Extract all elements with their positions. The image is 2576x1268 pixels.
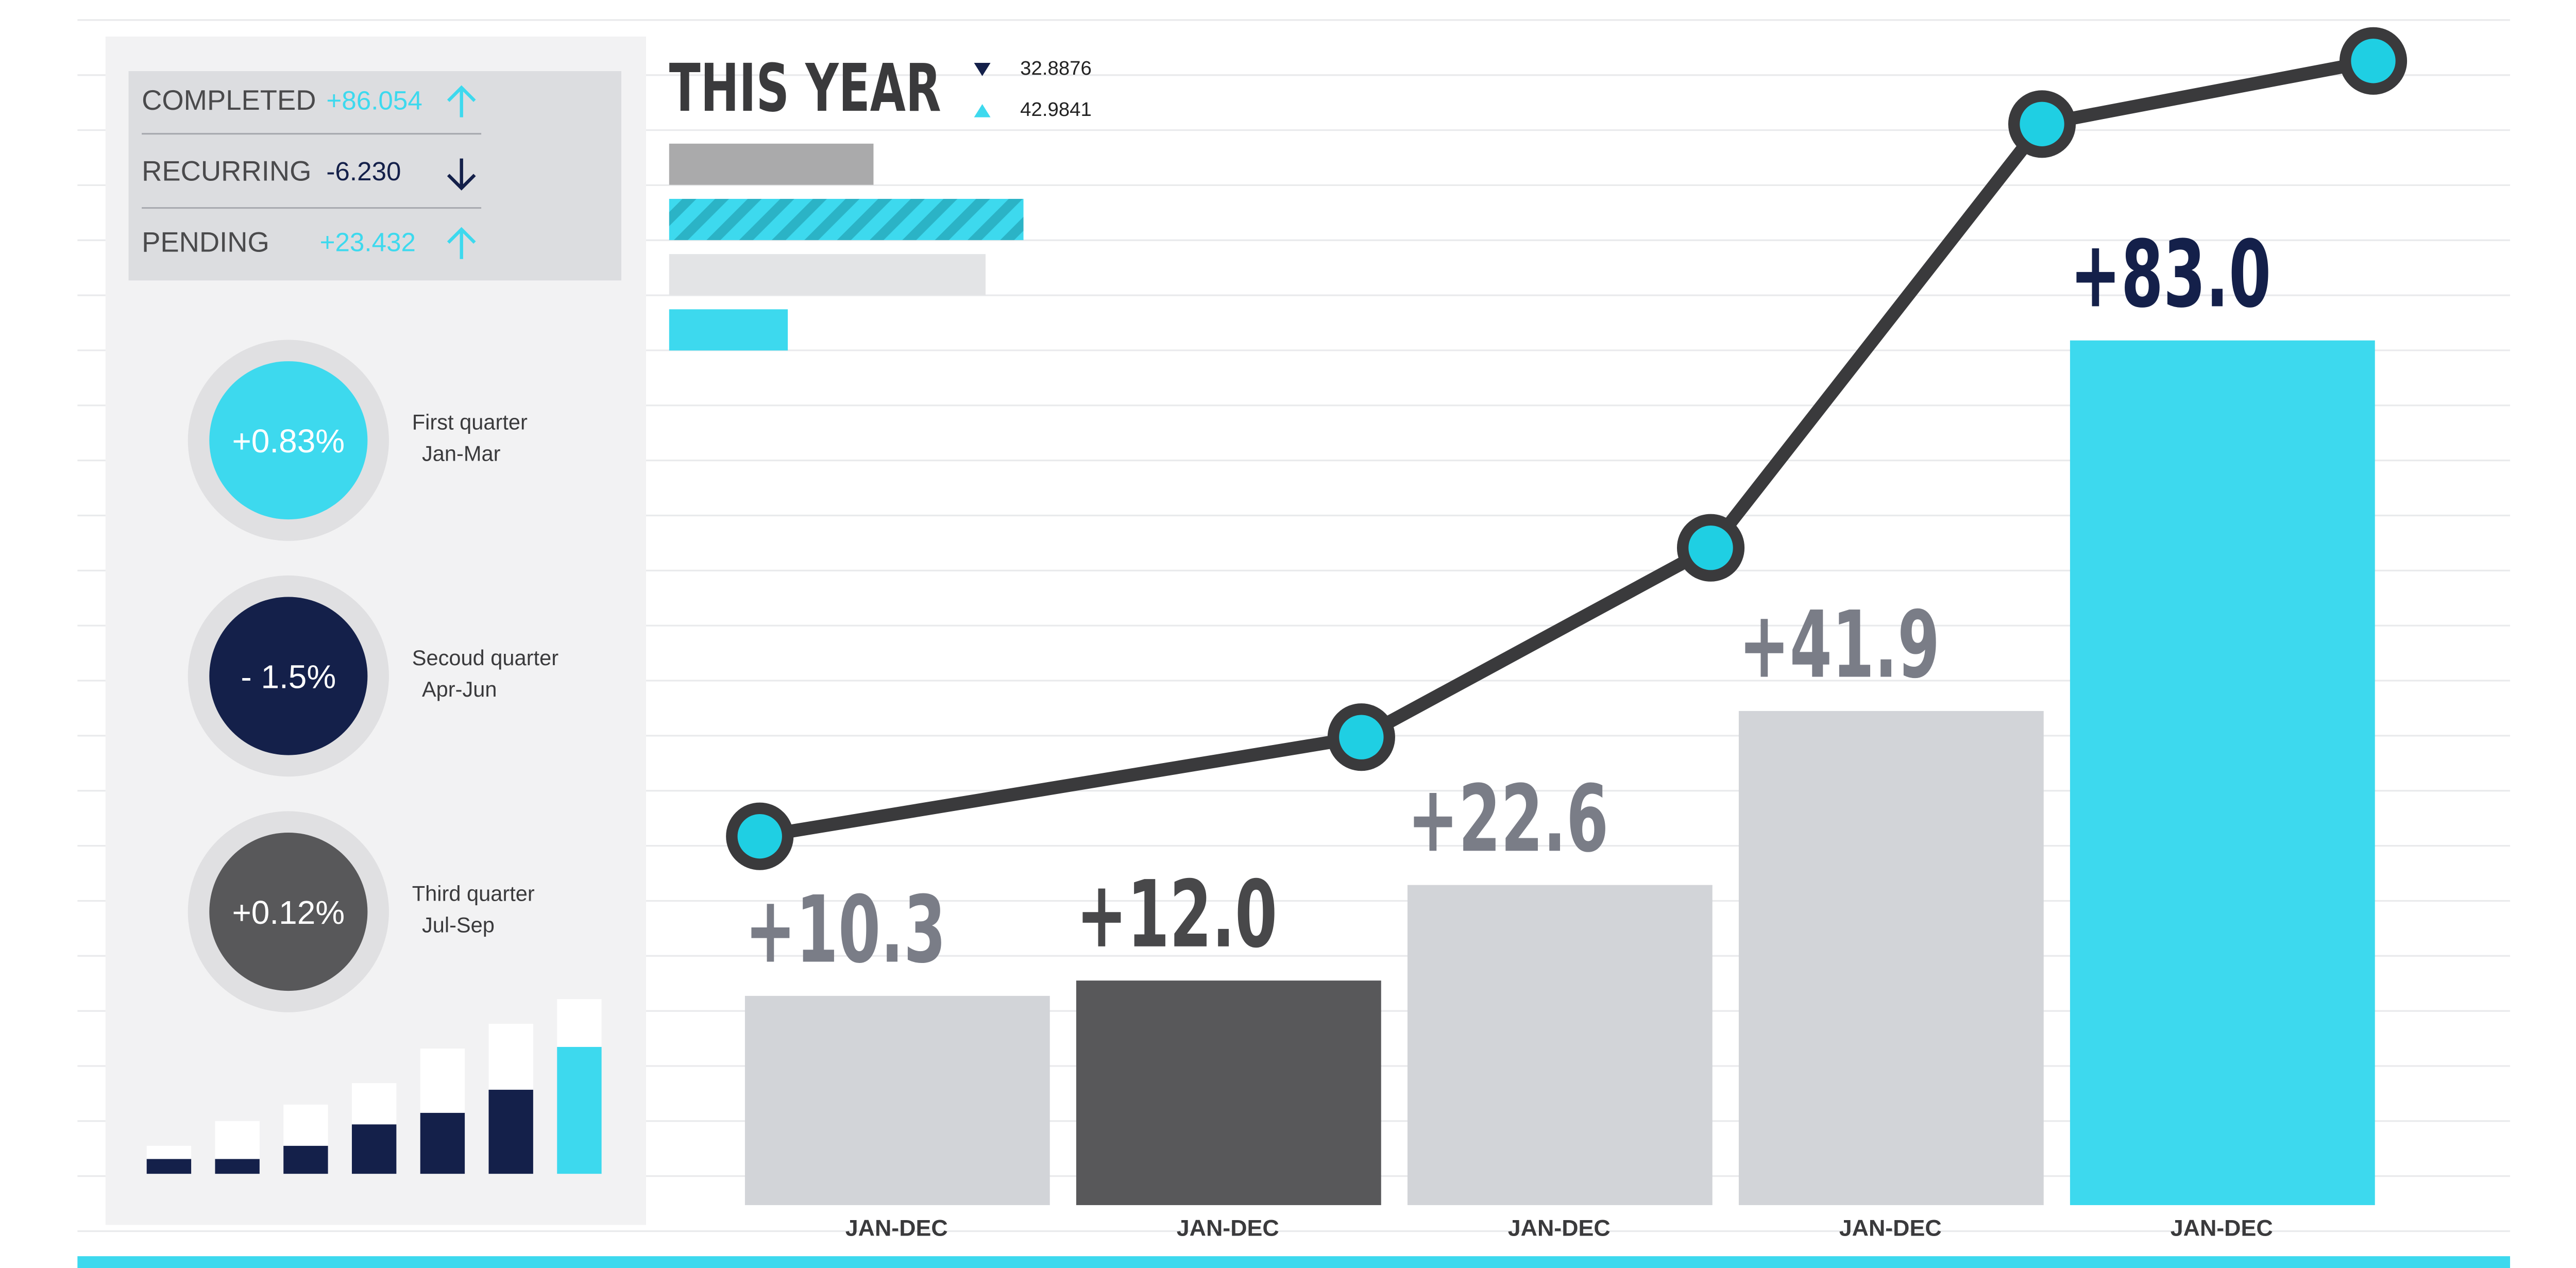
summary-label: COMPLETED [142,84,316,116]
quarter-name: Third quarter [412,882,535,906]
x-category-label: JAN-DEC [2171,1215,2273,1241]
arrow-icon [447,85,476,117]
mini-bar [488,1024,533,1090]
mini-bar [215,1159,260,1174]
year-bar [669,309,788,351]
quarter-name: First quarter [412,410,528,434]
bar [1076,980,1381,1205]
quarter-range: Jul-Sep [422,912,495,937]
arrow-icon [447,227,476,259]
year-bar [669,254,986,296]
bar [1407,885,1713,1205]
bar-value-label: +12.0 [1076,861,1277,969]
mini-bar [351,1083,397,1125]
bottom-band [77,1256,2511,1268]
quarter-range: Apr-Jun [422,677,497,701]
bar [744,995,1050,1205]
bar [1738,711,2044,1205]
mini-bar [283,1145,328,1174]
bar-value-label: +22.6 [1408,766,1608,873]
legend-marker [974,63,991,76]
x-category-label: JAN-DEC [845,1215,948,1241]
summary-value: +86.054 [326,86,422,115]
mini-bar [146,1159,192,1174]
quarter-value: +0.83% [232,422,345,460]
legend-label: 32.8876 [1020,57,1092,79]
bar-value-label: +10.3 [745,877,946,984]
quarter-circle [209,832,368,991]
summary-value: -6.230 [326,157,401,186]
mini-bar [488,1090,533,1174]
mini-bar [420,1112,465,1174]
trend-marker [2339,27,2408,95]
trend-marker [726,802,794,870]
trend-marker [1327,703,1395,771]
summary-value: +23.432 [320,227,416,257]
legend-label: 42.9841 [1020,98,1092,121]
this-year-title: THIS YEAR [669,50,941,127]
year-bar [669,143,874,185]
quarter-value: +0.12% [232,894,345,931]
mini-bar [215,1121,260,1159]
year-bar [669,198,1024,240]
mini-bar [557,999,602,1047]
bar-value-label: +83.0 [2070,221,2271,328]
mini-bar [283,1104,328,1146]
mini-bar [420,1049,465,1113]
quarter-range: Jan-Mar [422,441,501,465]
mini-bar [351,1124,397,1174]
trend-marker [2008,90,2076,158]
mini-bar [557,1046,602,1174]
quarter-circle [209,597,368,755]
x-category-label: JAN-DEC [1839,1215,1942,1241]
quarter-name: Secoud quarter [412,646,558,670]
trend-marker [1676,514,1745,582]
x-category-label: JAN-DEC [1177,1215,1279,1241]
summary-label: PENDING [142,226,269,258]
arrow-icon [447,158,476,191]
legend-marker [974,104,991,117]
quarter-circle [209,361,368,520]
quarter-value: - 1.5% [241,658,336,695]
mini-bar [146,1145,192,1159]
summary-label: RECURRING [142,156,311,187]
summary-box [128,71,622,281]
bar [2070,340,2375,1205]
bar-value-label: +41.9 [1739,592,1940,699]
x-category-label: JAN-DEC [1508,1215,1611,1241]
